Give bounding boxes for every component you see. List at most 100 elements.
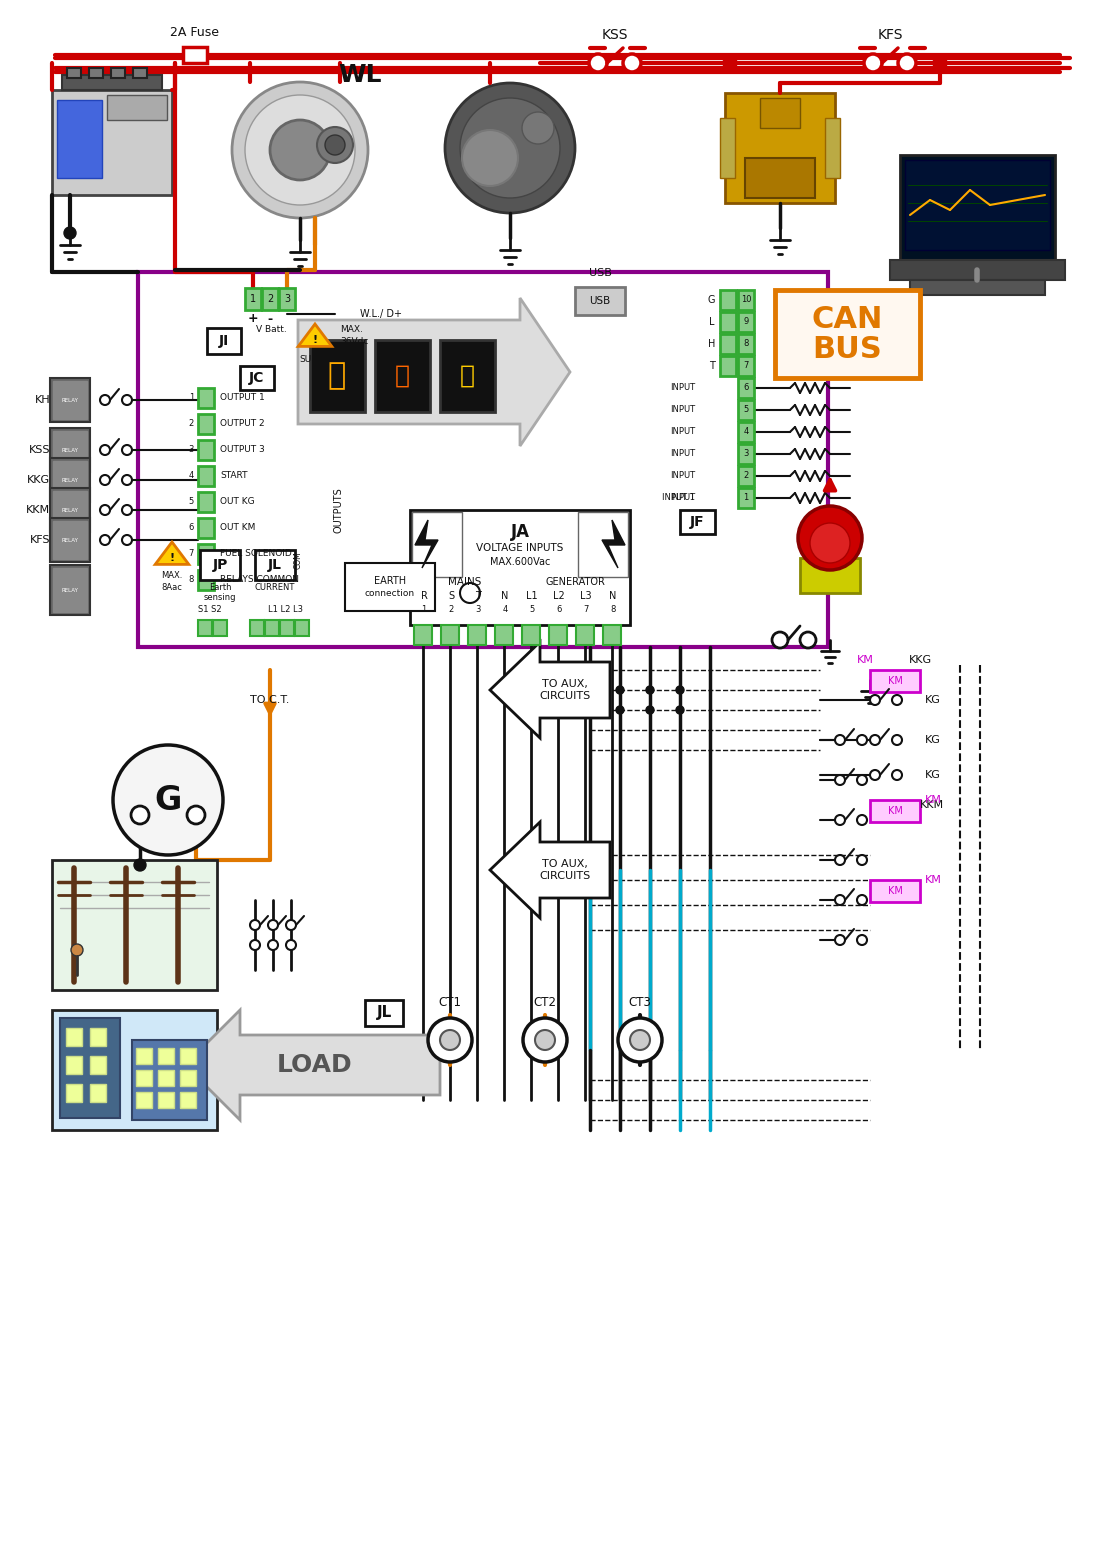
Text: INPUT: INPUT [670, 494, 695, 503]
Text: 2: 2 [267, 294, 274, 305]
Bar [158, 1048, 174, 1064]
Text: 36Vdc: 36Vdc [340, 337, 369, 347]
Bar [255, 550, 295, 580]
Bar [738, 400, 754, 420]
Circle shape [522, 112, 554, 144]
Bar [66, 1084, 82, 1103]
Circle shape [268, 920, 278, 929]
Text: 4: 4 [744, 428, 748, 436]
Circle shape [286, 940, 296, 950]
Text: CT2: CT2 [534, 997, 557, 1009]
Circle shape [892, 695, 901, 704]
Text: USB: USB [589, 269, 612, 278]
Circle shape [286, 920, 296, 929]
Circle shape [898, 55, 916, 72]
Text: 8: 8 [743, 339, 748, 348]
Bar [375, 341, 430, 412]
Text: KM: KM [887, 676, 903, 686]
Circle shape [835, 936, 845, 945]
Text: LOAD: LOAD [277, 1053, 352, 1078]
Text: OUTPUT 2: OUTPUT 2 [220, 420, 265, 428]
Bar [760, 98, 800, 128]
Circle shape [870, 736, 880, 745]
Text: KG: KG [926, 770, 941, 779]
Text: JL: JL [376, 1006, 392, 1020]
Circle shape [535, 1029, 555, 1050]
Text: T: T [475, 590, 481, 601]
Bar [198, 492, 214, 512]
Bar [198, 465, 214, 486]
Polygon shape [415, 520, 438, 569]
Bar [905, 159, 1050, 250]
Bar [50, 428, 90, 472]
Text: -: - [267, 312, 272, 325]
Text: CT3: CT3 [629, 997, 651, 1009]
Polygon shape [490, 822, 610, 918]
Circle shape [245, 95, 354, 205]
Circle shape [857, 736, 868, 745]
Text: MAINS: MAINS [449, 576, 481, 587]
Bar [720, 334, 736, 355]
Text: MAX.600Vac: MAX.600Vac [490, 558, 550, 567]
Circle shape [933, 56, 947, 70]
Bar [213, 620, 226, 636]
Circle shape [459, 583, 480, 603]
Circle shape [892, 736, 901, 745]
Circle shape [622, 55, 641, 72]
Text: R: R [420, 590, 428, 601]
Text: G: G [708, 295, 715, 305]
Bar [720, 356, 736, 376]
Bar [158, 1092, 174, 1107]
Bar [738, 422, 754, 442]
Text: JL: JL [268, 558, 282, 572]
Text: 1: 1 [744, 494, 748, 503]
Text: 3: 3 [743, 450, 748, 459]
Text: L1 L2 L3: L1 L2 L3 [268, 606, 303, 614]
Circle shape [123, 395, 132, 405]
Polygon shape [299, 323, 331, 347]
Text: OUT KG: OUT KG [220, 498, 255, 506]
Bar [53, 861, 217, 990]
Bar [738, 444, 754, 464]
Text: 5: 5 [744, 406, 748, 414]
Bar [110, 69, 125, 78]
Text: INPUT: INPUT [670, 406, 695, 414]
Circle shape [325, 134, 345, 155]
Polygon shape [602, 520, 625, 569]
Circle shape [133, 859, 146, 872]
Bar [138, 272, 828, 647]
Circle shape [934, 56, 946, 69]
Text: GENERATOR: GENERATOR [545, 576, 605, 587]
Bar [89, 69, 103, 78]
Bar [198, 387, 214, 408]
Bar [198, 620, 212, 636]
Bar [53, 431, 88, 469]
Text: KFS: KFS [30, 536, 50, 545]
Text: 8: 8 [610, 604, 616, 614]
Bar [133, 69, 147, 78]
Text: S: S [447, 590, 454, 601]
Bar [181, 1048, 196, 1064]
Bar [50, 378, 90, 422]
Text: TO AUX,
CIRCUITS: TO AUX, CIRCUITS [539, 679, 591, 701]
Bar [522, 625, 540, 645]
Bar [207, 328, 241, 355]
Text: RELAY: RELAY [61, 537, 79, 542]
Bar [53, 1011, 217, 1129]
Bar [53, 490, 88, 530]
Circle shape [892, 770, 901, 779]
Text: N: N [609, 590, 617, 601]
Text: 5: 5 [529, 604, 535, 614]
Circle shape [645, 686, 654, 694]
Circle shape [870, 770, 880, 779]
Circle shape [100, 475, 110, 484]
Circle shape [428, 1018, 472, 1062]
Text: N: N [501, 590, 509, 601]
Text: KM: KM [887, 806, 903, 815]
Bar [720, 119, 735, 178]
Text: KG: KG [926, 736, 941, 745]
Circle shape [835, 895, 845, 904]
Text: 9: 9 [744, 317, 748, 326]
Bar [132, 1040, 207, 1120]
Text: 1: 1 [189, 394, 194, 403]
